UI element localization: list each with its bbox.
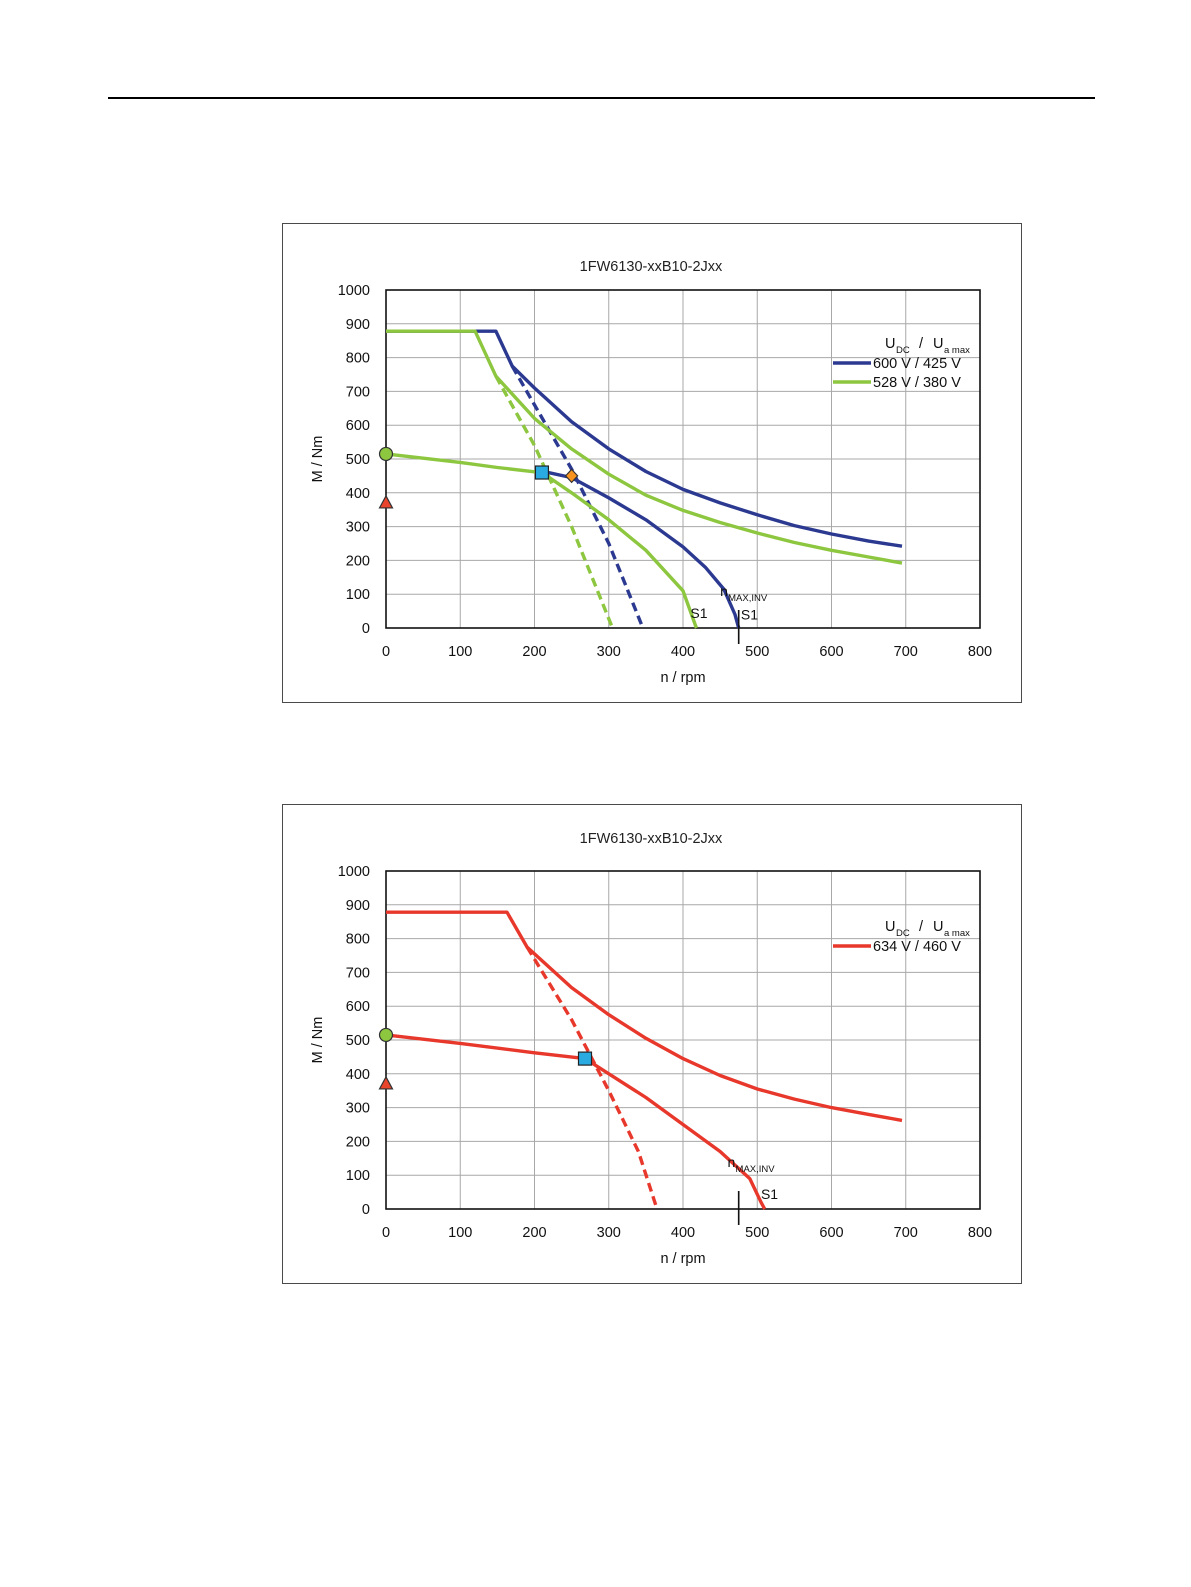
x-tick-label: 600 xyxy=(819,1225,843,1241)
annotation-nmax-inv: n xyxy=(728,1154,736,1170)
series-line-dashed xyxy=(494,375,615,629)
y-tick-label: 400 xyxy=(346,1067,370,1083)
marker-diamond xyxy=(564,468,579,484)
x-tick-label: 500 xyxy=(745,1225,769,1241)
y-axis-label: M / Nm xyxy=(310,436,326,483)
page-top-rule xyxy=(108,97,1095,99)
y-tick-label: 600 xyxy=(346,999,370,1015)
x-tick-label: 100 xyxy=(448,644,472,660)
y-tick-label: 600 xyxy=(346,418,370,434)
legend-header-ua: U xyxy=(933,919,943,935)
y-tick-label: 300 xyxy=(346,520,370,536)
marker-square xyxy=(577,1051,593,1066)
series-line xyxy=(540,469,741,629)
legend-header-u: U xyxy=(885,336,895,352)
y-tick-label: 100 xyxy=(346,587,370,603)
y-tick-label: 900 xyxy=(346,898,370,914)
annotation-nmax-inv-sub: MAX,INV xyxy=(736,1164,776,1175)
marker-triangle xyxy=(378,1075,394,1090)
y-tick-label: 700 xyxy=(346,965,370,981)
x-axis-label: n / rpm xyxy=(660,670,705,686)
x-tick-label: 300 xyxy=(597,1225,621,1241)
y-tick-label: 500 xyxy=(346,452,370,468)
y-tick-label: 0 xyxy=(362,621,370,637)
y-tick-label: 400 xyxy=(346,486,370,502)
series-line xyxy=(386,329,903,565)
x-axis-label: n / rpm xyxy=(660,1251,705,1267)
legend-header-sep: / xyxy=(919,336,924,352)
annotation-s1-blue: S1 xyxy=(741,607,758,623)
legend-header-ua-sub: a max xyxy=(944,345,970,356)
annotation-s1: S1 xyxy=(761,1186,778,1202)
legend-header-ua-sub: a max xyxy=(944,928,970,939)
series-line xyxy=(385,452,698,629)
torque-speed-chart-2: 1FW6130-xxB10-2Jxx 0 100 200 300 400 500 600 700… xyxy=(282,804,1022,1284)
x-tick-label: 200 xyxy=(522,1225,546,1241)
x-tick-label: 300 xyxy=(597,644,621,660)
annotation-nmax-inv: n xyxy=(720,583,728,599)
x-tick-label: 700 xyxy=(894,1225,918,1241)
series-line xyxy=(386,329,903,548)
series-line xyxy=(386,910,903,1123)
chart-title: 1FW6130-xxB10-2Jxx xyxy=(580,259,723,275)
legend-item-label: 528 V / 380 V xyxy=(873,375,961,391)
x-tick-label: 800 xyxy=(968,644,992,660)
legend-header-ua: U xyxy=(933,336,943,352)
marker-square xyxy=(534,465,550,480)
chart-title: 1FW6130-xxB10-2Jxx xyxy=(580,831,723,847)
x-tick-label: 0 xyxy=(382,1225,390,1241)
y-tick-label: 200 xyxy=(346,1134,370,1150)
x-tick-label: 500 xyxy=(745,644,769,660)
x-tick-label: 400 xyxy=(671,1225,695,1241)
y-axis-label: M / Nm xyxy=(310,1017,326,1064)
marker-circle xyxy=(378,1027,394,1043)
y-tick-label: 700 xyxy=(346,384,370,400)
x-tick-label: 100 xyxy=(448,1225,472,1241)
annotation-s1-green: S1 xyxy=(690,605,707,621)
y-tick-label: 100 xyxy=(346,1168,370,1184)
x-tick-label: 400 xyxy=(671,644,695,660)
y-tick-label: 1000 xyxy=(338,283,370,299)
legend-header-u: U xyxy=(885,919,895,935)
legend-header-sep: / xyxy=(919,919,924,935)
y-tick-label: 500 xyxy=(346,1033,370,1049)
x-tick-label: 800 xyxy=(968,1225,992,1241)
y-tick-label: 1000 xyxy=(338,864,370,880)
y-tick-label: 0 xyxy=(362,1202,370,1218)
marker-triangle xyxy=(378,494,394,509)
x-tick-label: 700 xyxy=(894,644,918,660)
y-tick-label: 300 xyxy=(346,1101,370,1117)
y-tick-label: 800 xyxy=(346,932,370,948)
legend-item-label: 634 V / 460 V xyxy=(873,939,961,955)
chart-1-svg: 1FW6130-xxB10-2Jxx 0 100 200 300 400 500 600 700… xyxy=(310,259,992,686)
legend-header-u-sub: DC xyxy=(896,928,910,939)
x-tick-label: 200 xyxy=(522,644,546,660)
marker-circle xyxy=(378,446,394,462)
chart-2-svg: 1FW6130-xxB10-2Jxx 0 100 200 300 400 500 600 700… xyxy=(310,831,992,1267)
y-tick-label: 900 xyxy=(346,317,370,333)
legend-item-label: 600 V / 425 V xyxy=(873,356,961,372)
legend-header-u-sub: DC xyxy=(896,345,910,356)
series-line xyxy=(385,1033,767,1210)
torque-speed-chart-1: 1FW6130-xxB10-2Jxx 0 100 200 300 400 500 600 700… xyxy=(282,223,1022,703)
y-tick-label: 200 xyxy=(346,553,370,569)
y-tick-label: 800 xyxy=(346,351,370,367)
series-line-dashed xyxy=(525,946,659,1210)
annotation-nmax-inv-sub: MAX,INV xyxy=(728,593,768,604)
x-tick-label: 0 xyxy=(382,644,390,660)
x-tick-label: 600 xyxy=(819,644,843,660)
